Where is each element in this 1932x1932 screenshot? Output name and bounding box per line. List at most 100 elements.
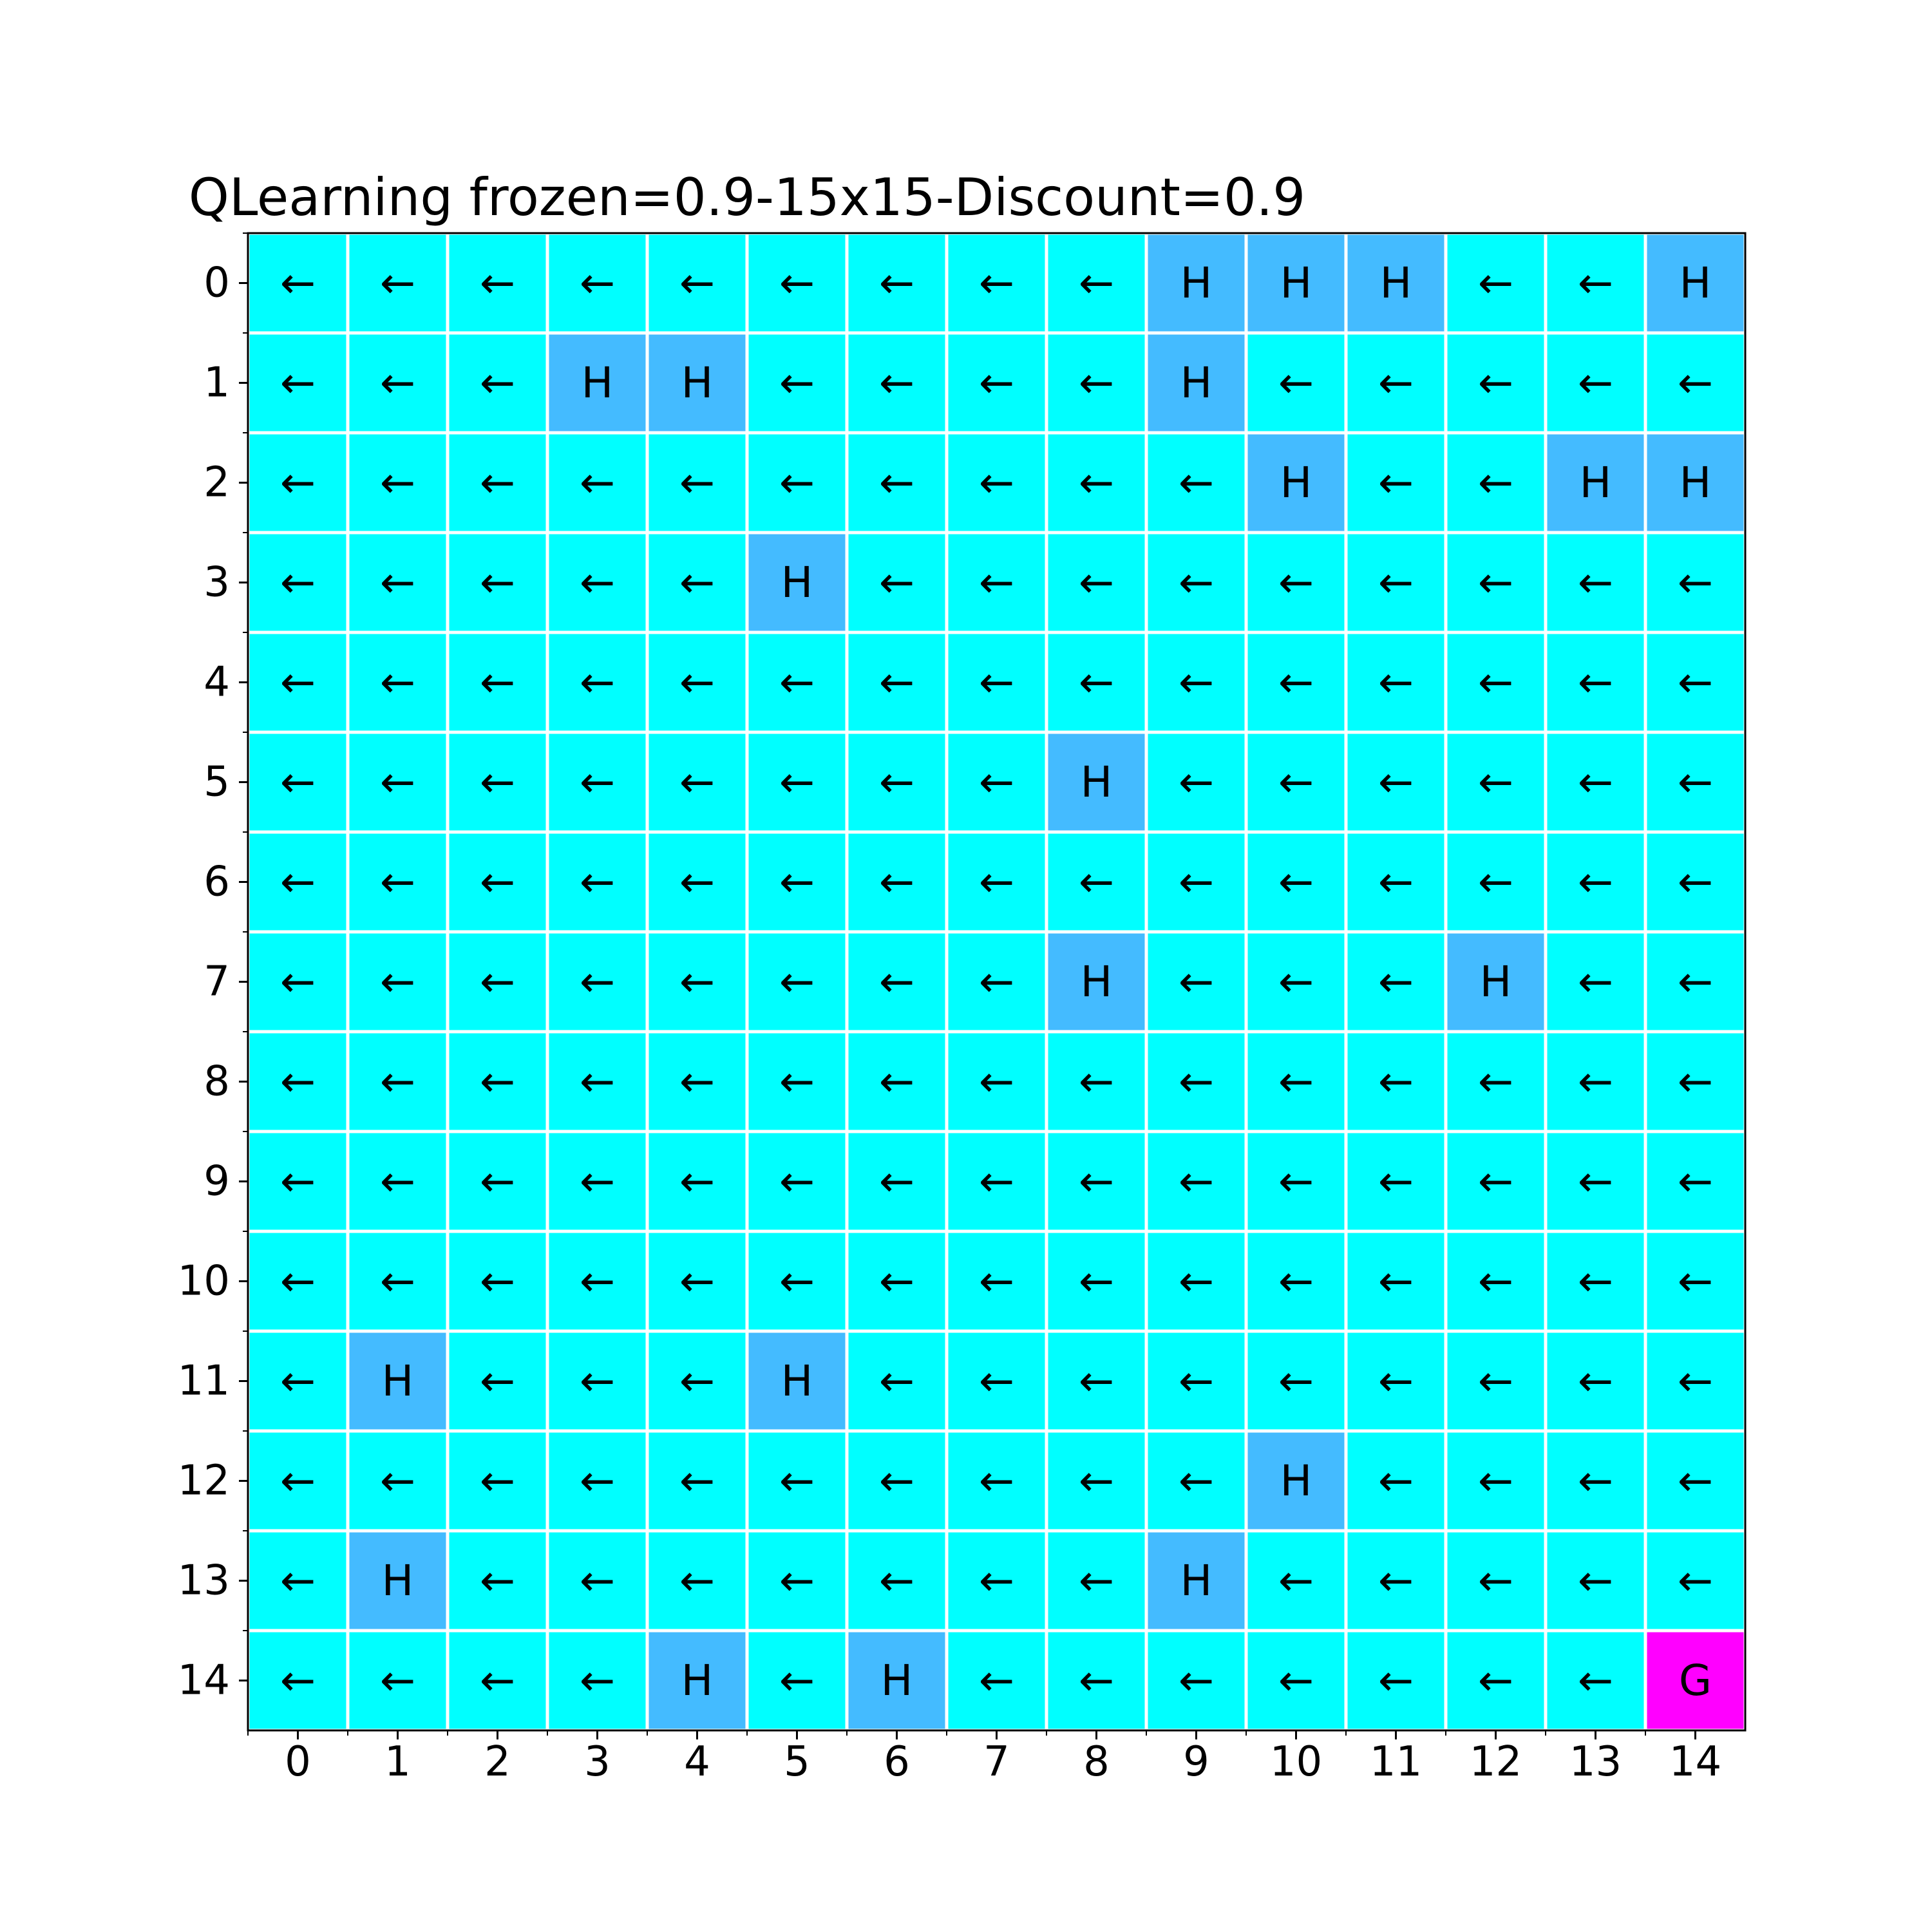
chart-title: QLearning frozen=0.9-15x15-Discount=0.9: [189, 167, 1305, 227]
x-tick-label-11: 11: [1370, 1738, 1422, 1786]
grid-cell-frozen-r12-c11: [1344, 1429, 1448, 1533]
grid-cell-frozen-r5-c4: [645, 730, 749, 834]
cell-label-r4-c5: ←: [779, 658, 815, 707]
x-tick-label-3: 3: [584, 1738, 611, 1786]
cell-label-r9-c5: ←: [779, 1157, 815, 1206]
cell-label-r8-c0: ←: [280, 1057, 316, 1106]
cell-label-r12-c3: ←: [580, 1456, 615, 1506]
cell-label-r4-c13: ←: [1578, 658, 1613, 707]
grid-cell-frozen-r13-c10: [1244, 1529, 1348, 1633]
cell-label-r11-c7: ←: [979, 1356, 1014, 1406]
cell-label-r14-c7: ←: [979, 1656, 1014, 1705]
cell-label-r7-c2: ←: [480, 957, 515, 1007]
cell-label-r1-c13: ←: [1578, 358, 1613, 408]
cell-label-r9-c6: ←: [879, 1157, 914, 1206]
cell-label-r5-c6: ←: [879, 757, 914, 807]
y-tick-label-8: 8: [204, 1058, 230, 1106]
cell-label-r9-c8: ←: [1079, 1157, 1114, 1206]
cell-label-r9-c14: ←: [1678, 1157, 1713, 1206]
grid-cell-frozen-r6-c7: [945, 830, 1048, 934]
cell-label-r8-c12: ←: [1478, 1057, 1513, 1106]
cell-label-r3-c4: ←: [679, 558, 715, 607]
grid-cell-frozen-r2-c12: [1444, 431, 1548, 535]
cell-label-r5-c5: ←: [779, 757, 815, 807]
cell-label-r7-c4: ←: [679, 957, 715, 1007]
cell-label-r10-c11: ←: [1378, 1256, 1414, 1306]
cell-label-r10-c9: ←: [1179, 1256, 1214, 1306]
grid-cell-frozen-r5-c2: [446, 730, 549, 834]
cell-label-r10-c6: ←: [879, 1256, 914, 1306]
cell-label-r8-c11: ←: [1378, 1057, 1414, 1106]
cell-label-r10-c8: ←: [1079, 1256, 1114, 1306]
cell-label-r1-c9: H: [1180, 358, 1213, 408]
cell-label-r14-c12: ←: [1478, 1656, 1513, 1705]
cell-label-r2-c11: ←: [1378, 458, 1414, 507]
cell-label-r5-c2: ←: [480, 757, 515, 807]
cell-label-r9-c1: ←: [380, 1157, 415, 1206]
cell-label-r12-c2: ←: [480, 1456, 515, 1506]
cell-label-r4-c8: ←: [1079, 658, 1114, 707]
cell-label-r11-c6: ←: [879, 1356, 914, 1406]
cell-label-r3-c6: ←: [879, 558, 914, 607]
grid-cell-frozen-r14-c13: [1544, 1629, 1647, 1732]
grid-cell-frozen-r3-c3: [545, 531, 649, 634]
cell-label-r14-c8: ←: [1079, 1656, 1114, 1705]
cell-label-r5-c13: ←: [1578, 757, 1613, 807]
grid-cell-frozen-r4-c4: [645, 630, 749, 734]
grid-cell-frozen-r3-c13: [1544, 531, 1647, 634]
x-tick-label-4: 4: [684, 1738, 710, 1786]
y-tick-label-5: 5: [204, 759, 230, 806]
cell-label-r0-c4: ←: [679, 258, 715, 308]
cell-label-r2-c3: ←: [580, 458, 615, 507]
cell-label-r6-c12: ←: [1478, 857, 1513, 907]
grid-cell-frozen-r12-c8: [1045, 1429, 1148, 1533]
cell-label-r3-c2: ←: [480, 558, 515, 607]
y-tick-label-10: 10: [178, 1258, 230, 1305]
cell-label-r2-c6: ←: [879, 458, 914, 507]
cell-label-r6-c6: ←: [879, 857, 914, 907]
cell-label-r1-c1: ←: [380, 358, 415, 408]
cell-label-r11-c12: ←: [1478, 1356, 1513, 1406]
cell-label-r5-c7: ←: [979, 757, 1014, 807]
cell-label-r7-c13: ←: [1578, 957, 1613, 1007]
cell-label-r5-c3: ←: [580, 757, 615, 807]
grid-cell-frozen-r1-c7: [945, 331, 1048, 435]
cell-label-r10-c0: ←: [280, 1256, 316, 1306]
cell-label-r9-c4: ←: [679, 1157, 715, 1206]
x-tick-label-12: 12: [1470, 1738, 1522, 1786]
cell-label-r3-c5: H: [781, 558, 813, 607]
x-tick-label-14: 14: [1669, 1738, 1721, 1786]
grid-cell-frozen-r3-c9: [1144, 531, 1248, 634]
grid-cell-frozen-r6-c10: [1244, 830, 1348, 934]
cell-label-r3-c8: ←: [1079, 558, 1114, 607]
grid-cell-frozen-r10-c2: [446, 1229, 549, 1333]
grid-cell-frozen-r1-c2: [446, 331, 549, 435]
cell-label-r2-c4: ←: [679, 458, 715, 507]
cell-label-r11-c0: ←: [280, 1356, 316, 1406]
grid-cell-frozen-r7-c1: [346, 930, 450, 1034]
cell-label-r8-c10: ←: [1278, 1057, 1314, 1106]
grid-cell-frozen-r6-c9: [1144, 830, 1248, 934]
cell-label-r13-c5: ←: [779, 1556, 815, 1605]
cell-label-r2-c13: H: [1580, 458, 1612, 507]
cell-label-r5-c14: ←: [1678, 757, 1713, 807]
grid-cell-frozen-r8-c1: [346, 1030, 450, 1133]
cell-label-r12-c0: ←: [280, 1456, 316, 1506]
y-tick-label-0: 0: [204, 260, 230, 307]
grid-cell-frozen-r14-c5: [745, 1629, 849, 1732]
grid-cell-frozen-r13-c12: [1444, 1529, 1548, 1633]
cell-label-r12-c1: ←: [380, 1456, 415, 1506]
grid-cell-frozen-r13-c13: [1544, 1529, 1647, 1633]
grid-cell-frozen-r3-c14: [1643, 531, 1747, 634]
cell-label-r11-c5: H: [781, 1356, 813, 1406]
grid-cell-hole-r7-c8: [1045, 930, 1148, 1034]
cell-label-r6-c5: ←: [779, 857, 815, 907]
cell-label-r10-c14: ←: [1678, 1256, 1713, 1306]
grid-cell-frozen-r11-c9: [1144, 1329, 1248, 1433]
cell-label-r10-c3: ←: [580, 1256, 615, 1306]
cell-label-r6-c7: ←: [979, 857, 1014, 907]
cell-label-r13-c7: ←: [979, 1556, 1014, 1605]
cell-label-r4-c14: ←: [1678, 658, 1713, 707]
cell-label-r12-c7: ←: [979, 1456, 1014, 1506]
cell-label-r11-c2: ←: [480, 1356, 515, 1406]
